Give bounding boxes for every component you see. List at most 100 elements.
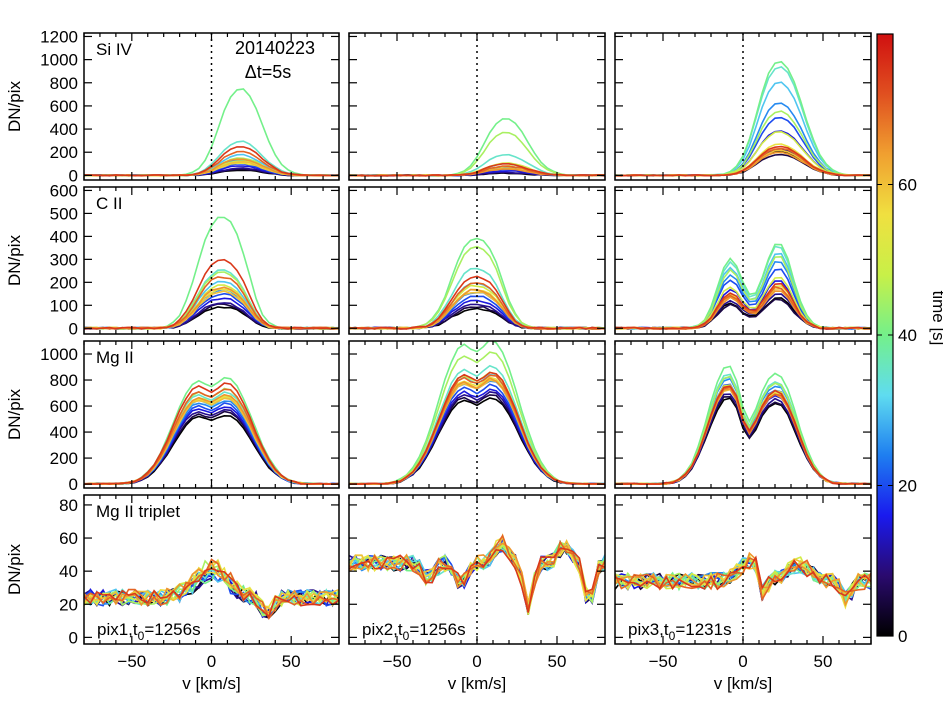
panel-r0-c2 (614, 32, 872, 181)
colorbar-tick-label: 40 (898, 326, 917, 345)
panel-r1-c2 (614, 186, 872, 335)
panel-r3-c2: −50 0 50v [km/s]pix3,t0=1231s (614, 494, 872, 693)
panel-r2-c2 (614, 340, 872, 489)
series-group (615, 243, 871, 330)
series-group (615, 551, 871, 610)
profile-line (615, 388, 871, 485)
pixel-label-subscript: 0 (138, 629, 145, 643)
y-tick-label: 40 (59, 562, 78, 581)
profile-line (349, 245, 605, 330)
y-tick-label: 1000 (40, 51, 78, 70)
colorbar-label: time [s] (929, 291, 943, 346)
profile-line (349, 291, 605, 330)
profile-line (615, 145, 871, 177)
y-tick-label: 1200 (40, 27, 78, 46)
profile-line (84, 292, 339, 330)
x-tick-label: −50 (383, 652, 412, 671)
y-axis-label: DN/pix (5, 543, 24, 595)
profile-line (84, 258, 339, 330)
spectral-line-label: Mg II (96, 348, 134, 367)
y-axis-label: DN/pix (5, 234, 24, 286)
x-axis-label: v [km/s] (182, 674, 241, 693)
pixel-label: pix2,t0=1256s (362, 620, 466, 643)
profile-line (349, 533, 605, 610)
profile-line (349, 397, 605, 485)
profile-line (84, 88, 339, 177)
panel-r3-c1: −50 0 50v [km/s]pix2,t0=1256s (348, 494, 606, 693)
y-tick-label: 0 (69, 475, 78, 494)
profile-line (615, 293, 871, 330)
y-tick-label: 0 (69, 166, 78, 185)
profile-line (615, 384, 871, 485)
profile-line (615, 282, 871, 330)
x-tick-label: 0 (472, 652, 481, 671)
y-tick-label: 0 (69, 628, 78, 647)
series-group (349, 341, 605, 485)
profile-line (84, 406, 339, 485)
pixel-label-name: pix1,t (97, 620, 138, 639)
y-tick-label: 100 (50, 296, 78, 315)
y-tick-label: 400 (50, 423, 78, 442)
profile-line (84, 284, 339, 330)
y-tick-label: 600 (50, 397, 78, 416)
colorbar: 0 20 40 60 time [s] (876, 33, 943, 646)
series-group (84, 88, 339, 177)
x-tick-label: 0 (738, 652, 747, 671)
x-tick-label: 50 (814, 652, 833, 671)
y-tick-label: 600 (50, 181, 78, 200)
x-tick-label: 50 (282, 652, 301, 671)
y-tick-label: 800 (50, 74, 78, 93)
y-tick-label: 400 (50, 227, 78, 246)
pixel-label: pix3,t0=1231s (628, 620, 732, 643)
colorbar-tick-label: 20 (898, 477, 917, 496)
panel-r2-c0: 0 200 400 600 800 1000 DN/pix Mg II (5, 340, 340, 494)
pixel-label-subscript: 0 (403, 629, 410, 643)
profile-line (615, 388, 871, 485)
y-tick-label: 20 (59, 595, 78, 614)
pixel-label-t0: =1256s (144, 620, 200, 639)
x-tick-label: −50 (117, 652, 146, 671)
pixel-label-name: pix2,t (362, 620, 403, 639)
y-tick-label: 600 (50, 97, 78, 116)
y-tick-label: 0 (69, 319, 78, 338)
y-tick-label: 60 (59, 529, 78, 548)
pixel-label-t0: =1231s (675, 620, 731, 639)
spectral-line-label: Si IV (96, 40, 133, 59)
panel-r1-c1 (348, 186, 606, 335)
y-tick-label: 500 (50, 204, 78, 223)
x-tick-label: 0 (207, 652, 216, 671)
panel-r0-c1 (348, 32, 606, 181)
x-tick-label: −50 (649, 652, 678, 671)
y-tick-label: 200 (50, 273, 78, 292)
profile-line (615, 555, 871, 597)
profile-line (349, 291, 605, 330)
y-tick-label: 1000 (40, 345, 78, 364)
profile-line (615, 385, 871, 485)
profile-line (349, 371, 605, 485)
profile-line (84, 216, 339, 330)
pixel-label: pix1,t0=1256s (97, 620, 201, 643)
y-tick-label: 800 (50, 371, 78, 390)
spectral-line-label: C II (96, 194, 122, 213)
figure-annotations: 20140223 Δt=5s (235, 38, 315, 82)
cadence-label: Δt=5s (245, 62, 292, 82)
profile-line (615, 558, 871, 596)
pixel-label-t0: =1256s (409, 620, 465, 639)
y-axis-label: DN/pix (5, 80, 24, 132)
panel-r3-c0: 0 20 40 60 80 DN/pix Mg II triplet −50 0 50 v [km/… (5, 494, 340, 693)
y-tick-label: 300 (50, 250, 78, 269)
y-tick-label: 200 (50, 143, 78, 162)
panel-r0-c0: 0 200 400 600 800 1000 1200 DN/pix Si IV (5, 27, 340, 185)
profile-line (615, 383, 871, 485)
profile-line (349, 383, 605, 485)
colorbar-tick-label: 0 (898, 627, 907, 646)
y-axis-label: DN/pix (5, 388, 24, 440)
panel-r1-c0: 0 100 200 300 400 500 600 DN/pix C II (5, 181, 340, 338)
y-tick-label: 400 (50, 120, 78, 139)
spectral-line-label: Mg II triplet (96, 502, 180, 521)
profile-line (615, 387, 871, 485)
series-group (84, 216, 339, 330)
x-axis-label: v [km/s] (448, 674, 507, 693)
